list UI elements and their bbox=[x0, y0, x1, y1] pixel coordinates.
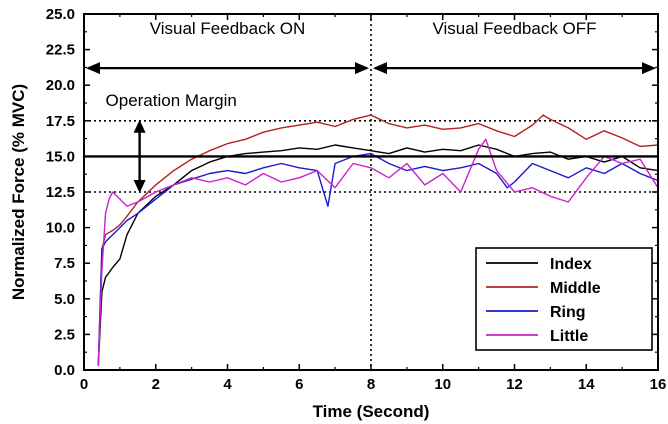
y-tick-label: 22.5 bbox=[46, 42, 75, 59]
series-line-index bbox=[97, 144, 659, 366]
series-layer: Visual Feedback ON Visual Feedback OFF Ope… bbox=[84, 19, 659, 366]
y-axis-title: Normalized Force (% MVC) bbox=[9, 84, 28, 300]
x-tick-label: 16 bbox=[650, 376, 667, 393]
y-tick-label: 25.0 bbox=[46, 6, 75, 23]
y-tick-label: 5.0 bbox=[54, 291, 75, 308]
legend-label-little: Little bbox=[550, 328, 588, 345]
phase-on-arrow-left-head bbox=[86, 62, 100, 75]
phase-on-arrow-right-head bbox=[355, 62, 369, 75]
operation-margin-arrow-up-head bbox=[133, 119, 146, 133]
x-tick-label: 8 bbox=[367, 376, 375, 393]
y-tick-label: 20.0 bbox=[46, 77, 75, 94]
phase-off-arrow-right-head bbox=[642, 62, 656, 75]
operation-margin-label: Operation Margin bbox=[106, 91, 237, 110]
legend-label-ring: Ring bbox=[550, 304, 586, 321]
y-tick-label: 17.5 bbox=[46, 113, 75, 130]
x-tick-label: 14 bbox=[578, 376, 595, 393]
x-tick-label: 2 bbox=[152, 376, 160, 393]
operation-margin-arrow-down-head bbox=[133, 180, 146, 193]
x-tick-label: 6 bbox=[295, 376, 303, 393]
x-tick-label: 0 bbox=[80, 376, 88, 393]
x-axis-title: Time (Second) bbox=[313, 402, 430, 421]
axes-layer: 0 2 4 6 8 10 12 14 16 0.0 2.5 5.0 7.5 10.0 12.5 15.0 17.… bbox=[9, 6, 666, 421]
x-tick-label: 10 bbox=[434, 376, 451, 393]
x-tick-label: 4 bbox=[223, 376, 232, 393]
phase-off-label: Visual Feedback OFF bbox=[432, 19, 596, 38]
y-tick-label: 7.5 bbox=[54, 255, 75, 272]
legend-label-index: Index bbox=[550, 256, 592, 273]
annotation-layer bbox=[84, 14, 658, 370]
series-line-ring bbox=[97, 152, 659, 366]
phase-off-arrow-left-head bbox=[373, 62, 387, 75]
legend-box bbox=[475, 247, 653, 351]
y-tick-label: 10.0 bbox=[46, 220, 75, 237]
series-line-little bbox=[97, 138, 659, 366]
legend: Index Middle Ring Little bbox=[475, 247, 653, 351]
y-tick-label: 0.0 bbox=[54, 362, 75, 379]
x-tick-label: 12 bbox=[506, 376, 523, 393]
y-tick-label: 15.0 bbox=[46, 148, 75, 165]
y-tick-label: 12.5 bbox=[46, 184, 75, 201]
phase-on-label: Visual Feedback ON bbox=[150, 19, 306, 38]
legend-label-middle: Middle bbox=[550, 280, 601, 297]
y-tick-label: 2.5 bbox=[54, 326, 75, 343]
